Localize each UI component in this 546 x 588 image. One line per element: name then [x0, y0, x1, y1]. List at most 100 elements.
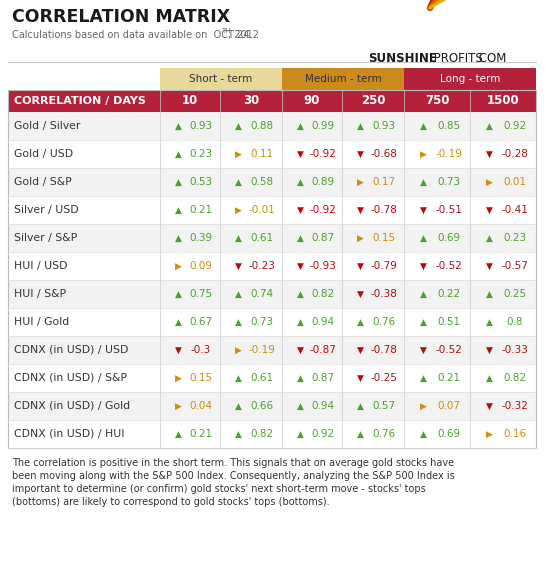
Text: HUI / S&P: HUI / S&P: [14, 289, 66, 299]
Text: -0.78: -0.78: [371, 205, 397, 215]
Text: ▲: ▲: [235, 318, 242, 326]
Text: ▲: ▲: [235, 402, 242, 410]
Bar: [404, 68, 536, 90]
Text: -0.57: -0.57: [501, 261, 529, 271]
Text: ▶: ▶: [420, 402, 427, 410]
Text: , 2012: , 2012: [228, 30, 259, 40]
Text: ▶: ▶: [175, 373, 181, 383]
Text: ▼: ▼: [420, 205, 427, 215]
Bar: [8, 252, 536, 280]
Text: CORRELATION MATRIX: CORRELATION MATRIX: [12, 8, 230, 26]
Text: -0.68: -0.68: [371, 149, 397, 159]
Text: -0.25: -0.25: [371, 373, 397, 383]
Text: 0.8: 0.8: [507, 317, 523, 327]
Text: ▶: ▶: [420, 149, 427, 159]
Text: ▶: ▶: [486, 178, 493, 186]
Bar: [8, 112, 536, 140]
Text: ▲: ▲: [175, 149, 181, 159]
Text: ▲: ▲: [420, 373, 427, 383]
Text: ▼: ▼: [357, 205, 364, 215]
Text: (bottoms) are likely to correspond to gold stocks' tops (bottoms).: (bottoms) are likely to correspond to go…: [12, 497, 330, 507]
Text: ▼: ▼: [420, 262, 427, 270]
Bar: [8, 196, 536, 224]
Text: 750: 750: [425, 95, 449, 108]
Bar: [8, 168, 536, 196]
Text: ▲: ▲: [235, 289, 242, 299]
Text: ▶: ▶: [235, 346, 242, 355]
Text: 0.99: 0.99: [311, 121, 334, 131]
Bar: [8, 140, 536, 168]
Text: 0.85: 0.85: [437, 121, 460, 131]
Text: ▼: ▼: [420, 346, 427, 355]
Text: ▲: ▲: [235, 122, 242, 131]
Text: ▲: ▲: [357, 122, 364, 131]
Text: 0.69: 0.69: [437, 233, 460, 243]
Text: 0.73: 0.73: [251, 317, 274, 327]
Text: Medium - term: Medium - term: [305, 74, 381, 84]
Text: ▲: ▲: [235, 233, 242, 242]
Text: 0.04: 0.04: [189, 401, 212, 411]
Text: ▼: ▼: [357, 149, 364, 159]
Text: 0.61: 0.61: [251, 233, 274, 243]
Bar: [8, 336, 536, 364]
Text: 0.69: 0.69: [437, 429, 460, 439]
Text: 0.76: 0.76: [372, 317, 396, 327]
Text: ▼: ▼: [486, 346, 493, 355]
Text: ▲: ▲: [420, 233, 427, 242]
Text: 0.09: 0.09: [189, 261, 212, 271]
Text: 0.87: 0.87: [311, 233, 334, 243]
Text: ▼: ▼: [296, 262, 304, 270]
Text: CDNX (in USD) / USD: CDNX (in USD) / USD: [14, 345, 128, 355]
Text: CDNX (in USD) / S&P: CDNX (in USD) / S&P: [14, 373, 127, 383]
Text: ▼: ▼: [486, 262, 493, 270]
Text: -0.92: -0.92: [310, 205, 336, 215]
Text: HUI / USD: HUI / USD: [14, 261, 68, 271]
Text: 0.15: 0.15: [189, 373, 212, 383]
Text: 0.17: 0.17: [372, 177, 396, 187]
Text: 0.88: 0.88: [251, 121, 274, 131]
Text: -0.79: -0.79: [371, 261, 397, 271]
Bar: [8, 420, 536, 448]
Text: ▲: ▲: [296, 233, 304, 242]
Text: been moving along with the S&P 500 Index. Consequently, analyzing the S&P 500 In: been moving along with the S&P 500 Index…: [12, 471, 455, 481]
Text: ▼: ▼: [235, 262, 242, 270]
Bar: [8, 280, 536, 308]
Text: ▼: ▼: [486, 205, 493, 215]
Text: ▼: ▼: [357, 373, 364, 383]
Text: ▶: ▶: [175, 402, 181, 410]
Text: ▲: ▲: [296, 122, 304, 131]
Bar: [8, 364, 536, 392]
Text: ▼: ▼: [296, 346, 304, 355]
Text: ▼: ▼: [357, 346, 364, 355]
Text: ▼: ▼: [357, 262, 364, 270]
Text: 0.16: 0.16: [503, 429, 526, 439]
Text: ▲: ▲: [420, 122, 427, 131]
Text: ▲: ▲: [486, 233, 493, 242]
Text: ▲: ▲: [420, 289, 427, 299]
Bar: [8, 90, 536, 448]
Text: ▲: ▲: [296, 318, 304, 326]
Bar: [8, 392, 536, 420]
Text: 0.67: 0.67: [189, 317, 212, 327]
Text: -0.52: -0.52: [436, 345, 462, 355]
Text: -0.92: -0.92: [310, 149, 336, 159]
Text: ▲: ▲: [296, 373, 304, 383]
Text: ▲: ▲: [296, 289, 304, 299]
Text: 0.61: 0.61: [251, 373, 274, 383]
Text: -0.78: -0.78: [371, 345, 397, 355]
Bar: [160, 68, 282, 90]
Text: 0.82: 0.82: [251, 429, 274, 439]
Text: Silver / S&P: Silver / S&P: [14, 233, 77, 243]
Text: ▼: ▼: [296, 149, 304, 159]
Text: ▼: ▼: [357, 289, 364, 299]
Text: 0.73: 0.73: [437, 177, 460, 187]
Text: 0.74: 0.74: [251, 289, 274, 299]
Text: ▲: ▲: [175, 429, 181, 439]
Bar: [8, 224, 536, 252]
Text: ▲: ▲: [420, 429, 427, 439]
Bar: [8, 308, 536, 336]
Text: ▲: ▲: [175, 205, 181, 215]
Text: ▼: ▼: [486, 402, 493, 410]
Text: ▼: ▼: [175, 346, 181, 355]
Text: CDNX (in USD) / HUI: CDNX (in USD) / HUI: [14, 429, 124, 439]
